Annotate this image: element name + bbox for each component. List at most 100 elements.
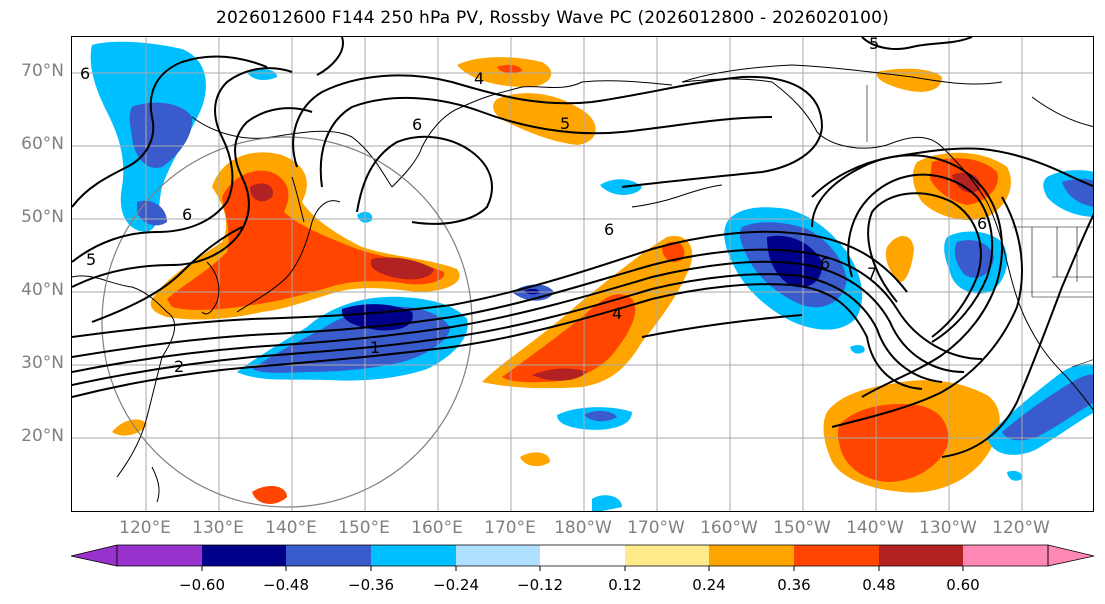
lon-label-160w: 160°W xyxy=(700,518,758,538)
colorbar-segment xyxy=(540,545,625,566)
colorbar-tick-label: −0.12 xyxy=(517,576,563,594)
colorbar-tick-label: 0.60 xyxy=(946,576,980,594)
anomaly-region-central-pacific-core xyxy=(502,294,636,383)
coastline-arctic-north xyxy=(681,64,1003,85)
contour-line xyxy=(91,226,243,323)
colorbar-segment xyxy=(456,545,540,566)
contour-labels: 6 6 5 6 4 5 5 6 4 1 2 7 6 6 xyxy=(80,37,987,376)
lon-label-150w: 150°W xyxy=(773,518,831,538)
lon-label-180w: 180°W xyxy=(554,518,612,538)
coastline-alaska xyxy=(681,78,1008,263)
colorbar-tick-label: −0.60 xyxy=(179,576,225,594)
contour-line xyxy=(72,67,293,263)
map-canvas: 6 6 5 6 4 5 5 6 4 1 2 7 6 6 xyxy=(72,37,1093,511)
coastline-kamchatka xyxy=(391,106,463,188)
lon-label-150e: 150°E xyxy=(338,518,390,538)
negative-anomaly-shading xyxy=(90,41,1093,511)
contour-line xyxy=(831,196,1023,428)
map-panel[interactable]: 6 6 5 6 4 5 5 6 4 1 2 7 6 6 xyxy=(71,36,1094,512)
colorbar-segment xyxy=(286,545,371,566)
anomaly-region-west-us-core xyxy=(954,240,994,278)
contour-label: 6 xyxy=(820,254,830,273)
lat-label-70: 70°N xyxy=(21,61,64,81)
contour-label: 6 xyxy=(80,64,90,83)
anomaly-region-subtropical-east-core xyxy=(837,403,949,482)
anomaly-region-bering-core xyxy=(497,64,522,74)
colorbar-ticks xyxy=(201,566,964,571)
contour-line xyxy=(867,192,982,338)
coastline-east-asia xyxy=(72,275,176,478)
lon-label-170e: 170°E xyxy=(484,518,536,538)
contour-line xyxy=(811,147,1093,198)
contour-label: 6 xyxy=(604,220,614,239)
contour-label: 6 xyxy=(182,205,192,224)
anomaly-region-central-pacific xyxy=(482,236,693,389)
contour-line xyxy=(941,213,1093,458)
contour-label: 6 xyxy=(412,115,422,134)
anomaly-region-bering-south xyxy=(493,93,596,145)
coastline-aleutians xyxy=(631,184,723,208)
coastline-canada-east xyxy=(1031,96,1093,128)
contour-line xyxy=(72,230,908,338)
anomaly-region-date-line-small xyxy=(662,241,685,263)
anomaly-region-hawaii-south-core xyxy=(584,411,617,422)
anomaly-region-east-asia-max xyxy=(370,257,434,280)
lat-label-40: 40°N xyxy=(21,280,64,300)
lat-label-60: 60°N xyxy=(21,134,64,154)
contour-line xyxy=(72,248,983,360)
colorbar-segment xyxy=(879,545,963,566)
anomaly-region-east-asia-core xyxy=(167,170,445,310)
coastline-korea xyxy=(201,261,220,315)
colorbar-segment xyxy=(202,545,286,566)
anomaly-region-south-small xyxy=(592,495,622,511)
contour-line xyxy=(292,74,824,188)
contour-line xyxy=(316,37,344,76)
lon-label-120e: 120°E xyxy=(119,518,171,538)
lon-label-140e: 140°E xyxy=(265,518,317,538)
anomaly-region-aleutian-small xyxy=(600,179,642,195)
anomaly-region-baja-core xyxy=(1002,374,1093,441)
colorbar-segment xyxy=(709,545,794,566)
coastlines xyxy=(72,64,1093,503)
anomaly-region-east-pacific-small xyxy=(885,235,914,283)
anomaly-region-philippine-sea xyxy=(252,485,287,504)
colorbar-outline xyxy=(116,544,1049,567)
influence-circle xyxy=(101,136,473,508)
map-title: 2026012600 F144 250 hPa PV, Rossby Wave … xyxy=(216,8,889,28)
contour-line xyxy=(72,55,268,208)
colorbar-tick-label: −0.36 xyxy=(348,576,394,594)
anomaly-region-arctic-small xyxy=(247,69,277,80)
colorbar-segment xyxy=(963,545,1048,566)
lon-label-130e: 130°E xyxy=(192,518,244,538)
colorbar-segment xyxy=(371,545,456,566)
contour-label: 4 xyxy=(612,304,622,323)
graticule xyxy=(72,37,1093,511)
anomaly-region-hawaii-east-small xyxy=(850,344,865,354)
contour-line xyxy=(72,260,965,373)
colorbar-tick-label: −0.48 xyxy=(263,576,309,594)
colorbar-tick-label: 0.48 xyxy=(862,576,896,594)
coastline-sakhalin xyxy=(291,176,305,223)
anomaly-region-central-pacific-max xyxy=(532,368,587,381)
lon-label-130w: 130°W xyxy=(919,518,977,538)
colorbar-tick-label: 0.36 xyxy=(777,576,811,594)
contour-line xyxy=(861,37,973,50)
contour-line xyxy=(72,107,313,288)
pv-contours xyxy=(72,37,1093,458)
colorbar-tick-label: 0.12 xyxy=(608,576,642,594)
anomaly-region-hawaii-north xyxy=(520,452,550,467)
contour-label: 6 xyxy=(977,214,987,233)
contour-line xyxy=(811,154,1003,398)
lon-label-120w: 120°W xyxy=(992,518,1050,538)
contour-line xyxy=(72,273,943,386)
contour-label: 5 xyxy=(560,114,570,133)
colorbar-tick-label: 0.24 xyxy=(692,576,726,594)
contour-line xyxy=(641,314,803,338)
anomaly-region-korea xyxy=(250,183,273,202)
lat-label-30: 30°N xyxy=(21,353,64,373)
contour-label: 1 xyxy=(370,338,380,357)
contour-label: 7 xyxy=(867,264,877,283)
lon-label-140w: 140°W xyxy=(846,518,904,538)
lon-label-170w: 170°W xyxy=(627,518,685,538)
lat-label-20: 20°N xyxy=(21,426,64,446)
